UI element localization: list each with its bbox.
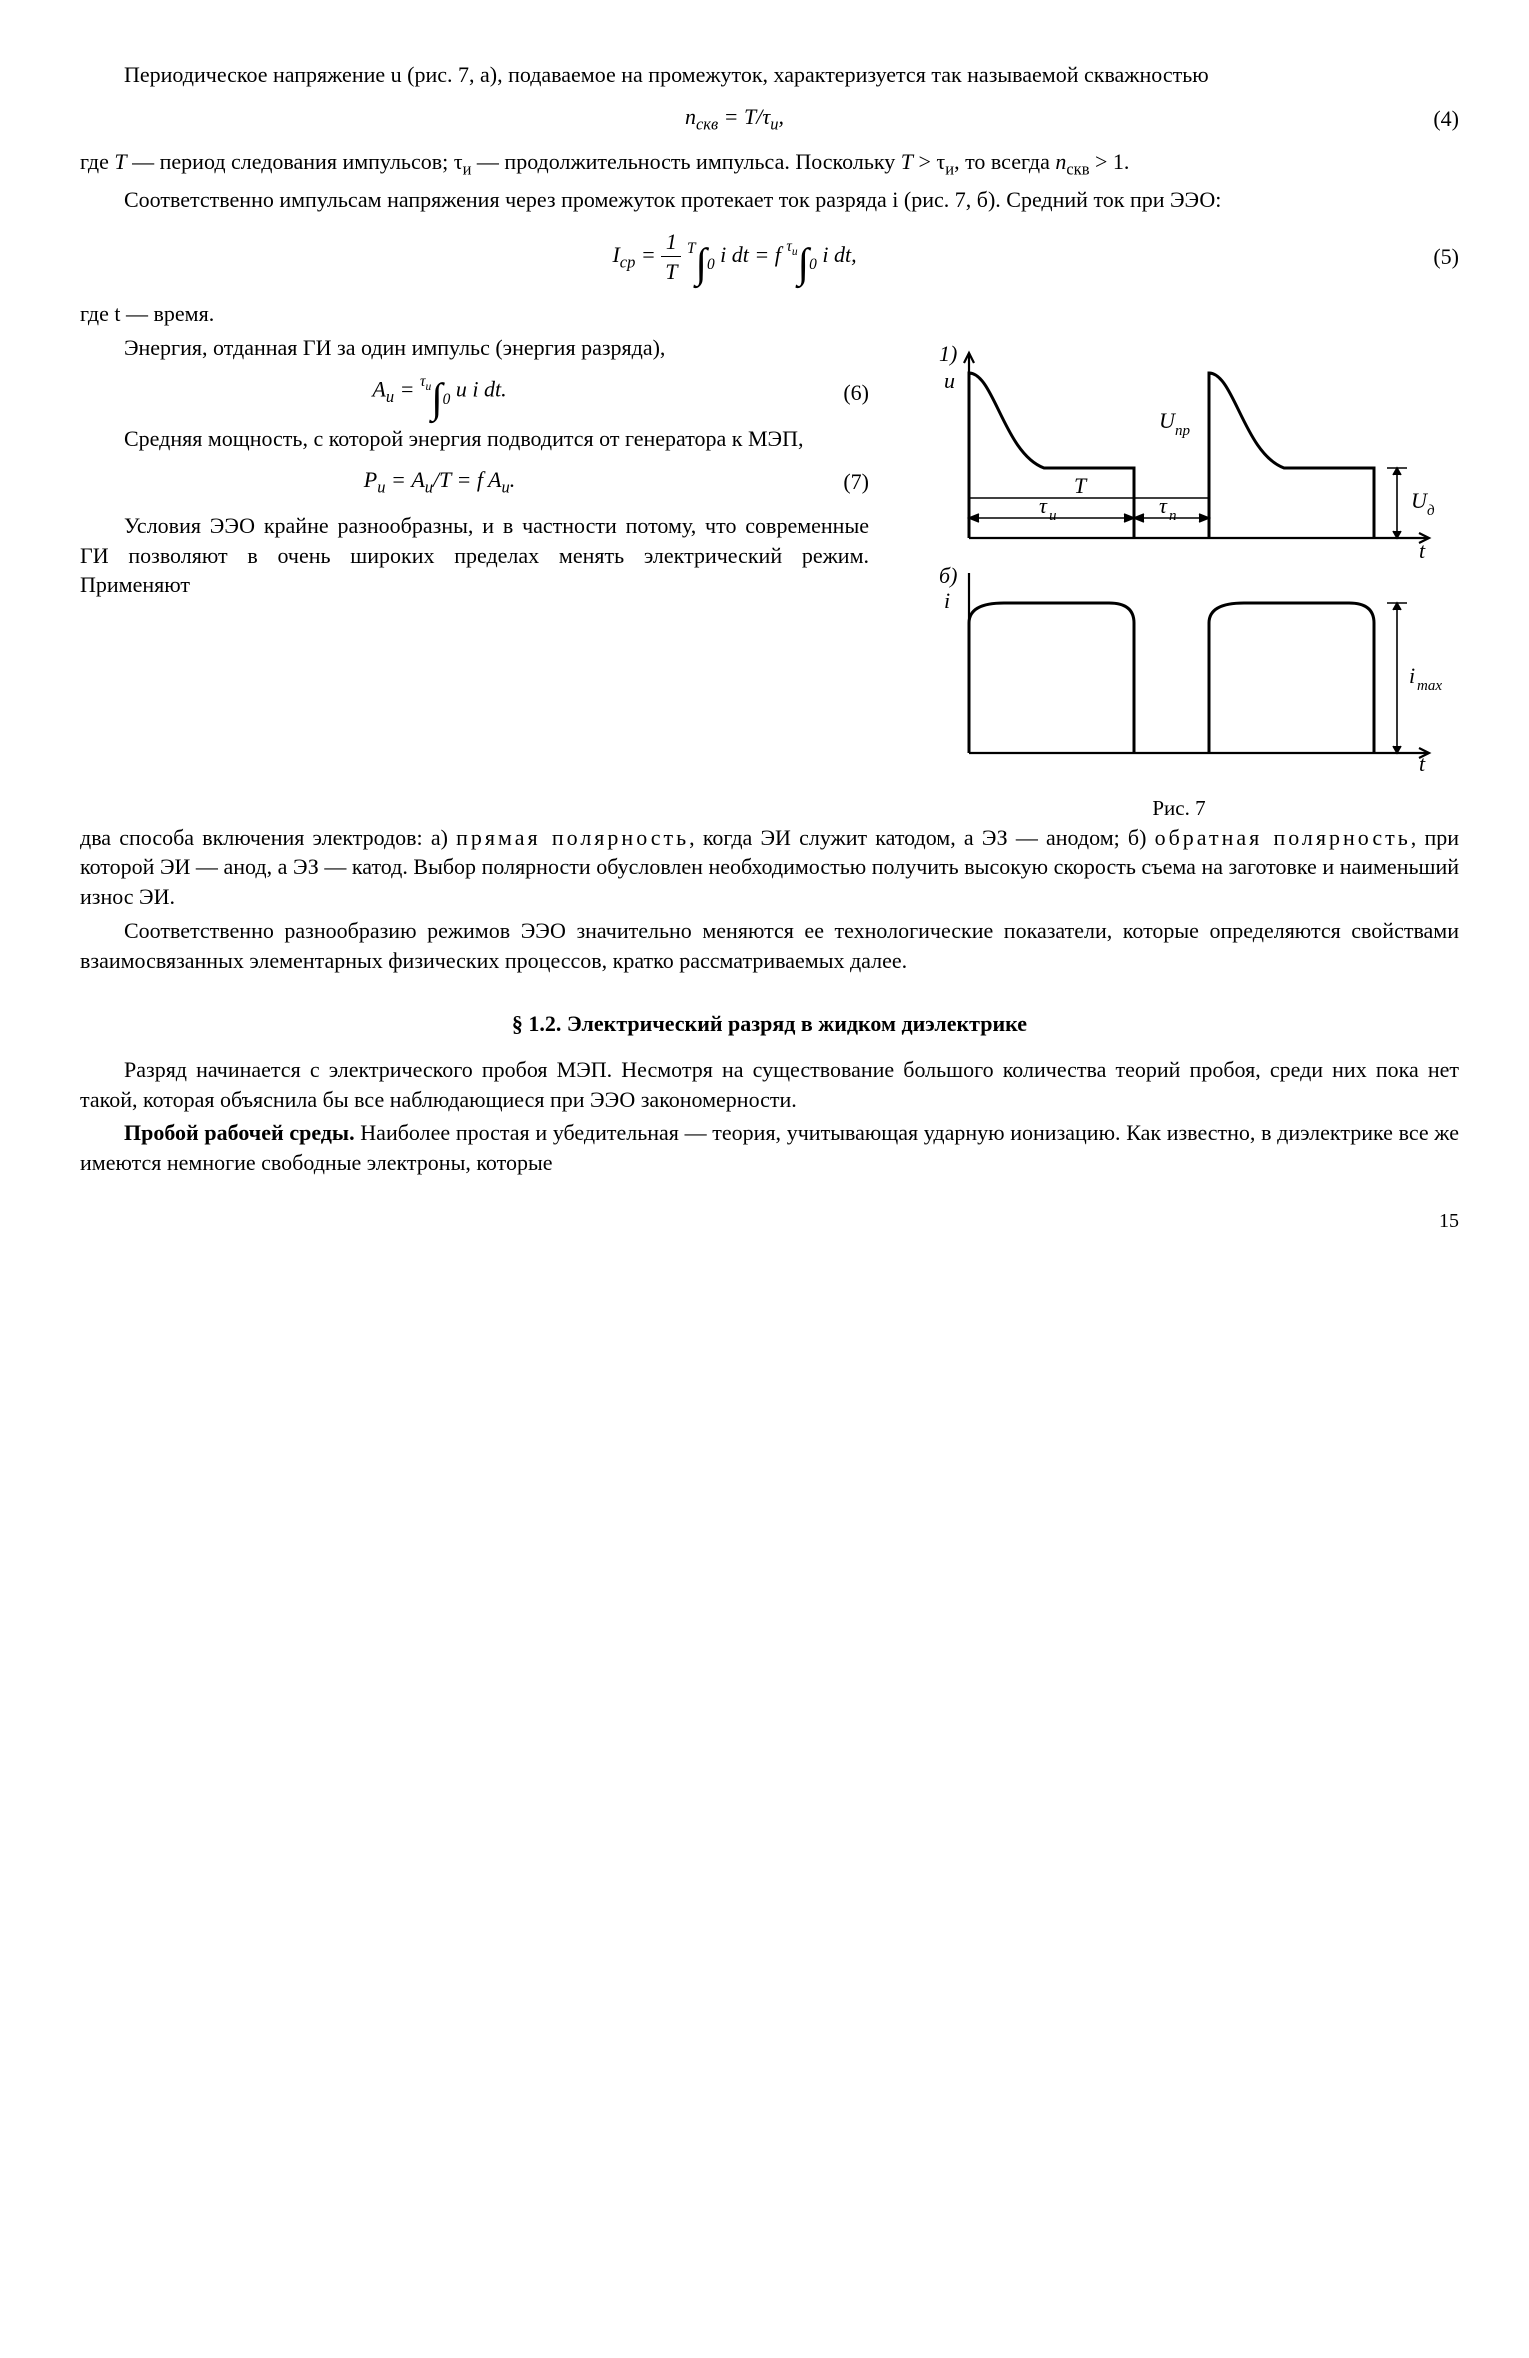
equation-body: Iср = 1T T ∫ 0 i dt = f τи ∫ 0 i dt, [80, 227, 1389, 287]
svg-text:и: и [1049, 508, 1057, 524]
equation-number: (4) [1389, 104, 1459, 134]
svg-text:п: п [1169, 508, 1177, 524]
svg-text:t: t [1419, 751, 1426, 773]
paragraph: где T — период следования импульсов; τи … [80, 147, 1459, 181]
equation-number: (5) [1389, 242, 1459, 272]
equation-6: Aи = τи ∫ 0 u i dt. (6) [80, 374, 869, 411]
svg-text:д: д [1427, 503, 1435, 519]
svg-text:T: T [1074, 473, 1088, 498]
equation-body: Aи = τи ∫ 0 u i dt. [80, 374, 799, 411]
paragraph: Соответственно разнообразию режимов ЭЭО … [80, 916, 1459, 975]
figure-caption: Рис. 7 [899, 794, 1459, 822]
paragraph: где t — время. [80, 299, 1459, 329]
svg-text:б): б) [939, 563, 957, 588]
svg-text:τ: τ [1039, 493, 1048, 518]
paragraph: Условия ЭЭО крайне разнообразны, и в час… [80, 511, 869, 600]
equation-body: nскв = T/τи, [80, 102, 1389, 136]
svg-text:u: u [944, 368, 955, 393]
run-in-heading: Пробой рабочей среды. [124, 1120, 355, 1145]
equation-4: nскв = T/τи, (4) [80, 102, 1459, 136]
emphasis: обратная полярность [1155, 825, 1411, 850]
svg-text:i: i [944, 588, 950, 613]
svg-text:пр: пр [1175, 423, 1191, 439]
text: два способа включения электродов: а) [80, 825, 456, 850]
paragraph: Средняя мощность, с которой энергия подв… [80, 424, 869, 454]
svg-text:i: i [1409, 663, 1415, 688]
svg-text:τ: τ [1159, 493, 1168, 518]
paragraph: Разряд начинается с электрического пробо… [80, 1055, 1459, 1114]
paragraph: Пробой рабочей среды. Наиболее простая и… [80, 1118, 1459, 1177]
paragraph: два способа включения электродов: а) пря… [80, 823, 1459, 912]
svg-text:max: max [1417, 678, 1442, 694]
text: , когда ЭИ служит катодом, а ЭЗ — анодом… [689, 825, 1154, 850]
figure-7: 1) u Uпр Uд τи T τп t [909, 333, 1449, 773]
equation-number: (7) [799, 467, 869, 497]
svg-text:1): 1) [939, 341, 957, 366]
equation-5: Iср = 1T T ∫ 0 i dt = f τи ∫ 0 i dt, (5) [80, 227, 1459, 287]
equation-number: (6) [799, 378, 869, 408]
equation-body: Pи = Aи/T = f Aи. [80, 465, 799, 499]
paragraph: Периодическое напряжение u (рис. 7, а), … [80, 60, 1459, 90]
page-number: 15 [80, 1208, 1459, 1235]
section-heading: § 1.2. Электрический разряд в жидком диэ… [80, 1009, 1459, 1039]
svg-text:t: t [1419, 538, 1426, 563]
emphasis: прямая полярность [456, 825, 689, 850]
paragraph: Энергия, отданная ГИ за один импульс (эн… [80, 333, 869, 363]
paragraph: Соответственно импульсам напряжения чере… [80, 185, 1459, 215]
equation-7: Pи = Aи/T = f Aи. (7) [80, 465, 869, 499]
